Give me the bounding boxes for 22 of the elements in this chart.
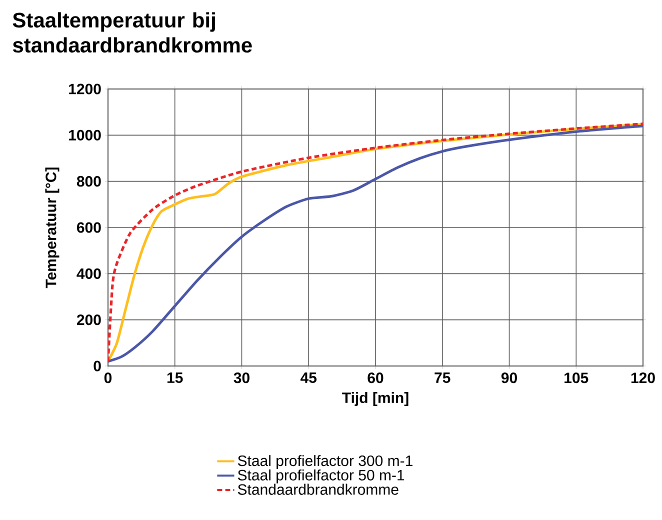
legend-label: Standaardbrandkromme [238,484,398,495]
y-tick-label: 1000 [69,130,101,140]
x-tick-label: 45 [300,372,317,383]
x-tick-label: 120 [631,372,655,384]
legend-label: Staal profielfactor 50 m-1 [238,469,404,484]
y-axis-title: Temperatuur [°C] [45,168,60,288]
x-tick-label: 0 [104,372,112,384]
y-tick-label: 400 [76,268,101,279]
x-tick-label: 75 [434,372,450,383]
y-tick-label: 1200 [69,84,101,94]
y-tick-label: 600 [76,222,101,233]
x-tick-label: 105 [564,372,588,384]
x-tick-label: 60 [368,372,384,384]
y-tick-label: 200 [76,314,101,326]
x-tick-label: 15 [167,372,183,383]
x-tick-label: 30 [234,372,250,384]
y-tick-label: 800 [76,176,101,187]
chart-title: Staaltemperatuur bij standaardbrandkromme [12,12,252,53]
legend-label: Staal profielfactor 300 m-1 [238,455,412,470]
y-tick-label: 0 [94,360,101,372]
x-tick-label: 90 [501,372,517,384]
x-axis-title: Tijd [min] [342,392,408,406]
